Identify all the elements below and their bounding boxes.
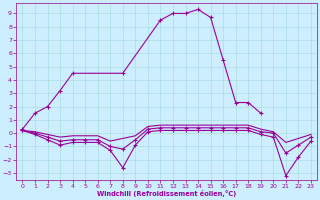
X-axis label: Windchill (Refroidissement éolien,°C): Windchill (Refroidissement éolien,°C): [97, 190, 236, 197]
